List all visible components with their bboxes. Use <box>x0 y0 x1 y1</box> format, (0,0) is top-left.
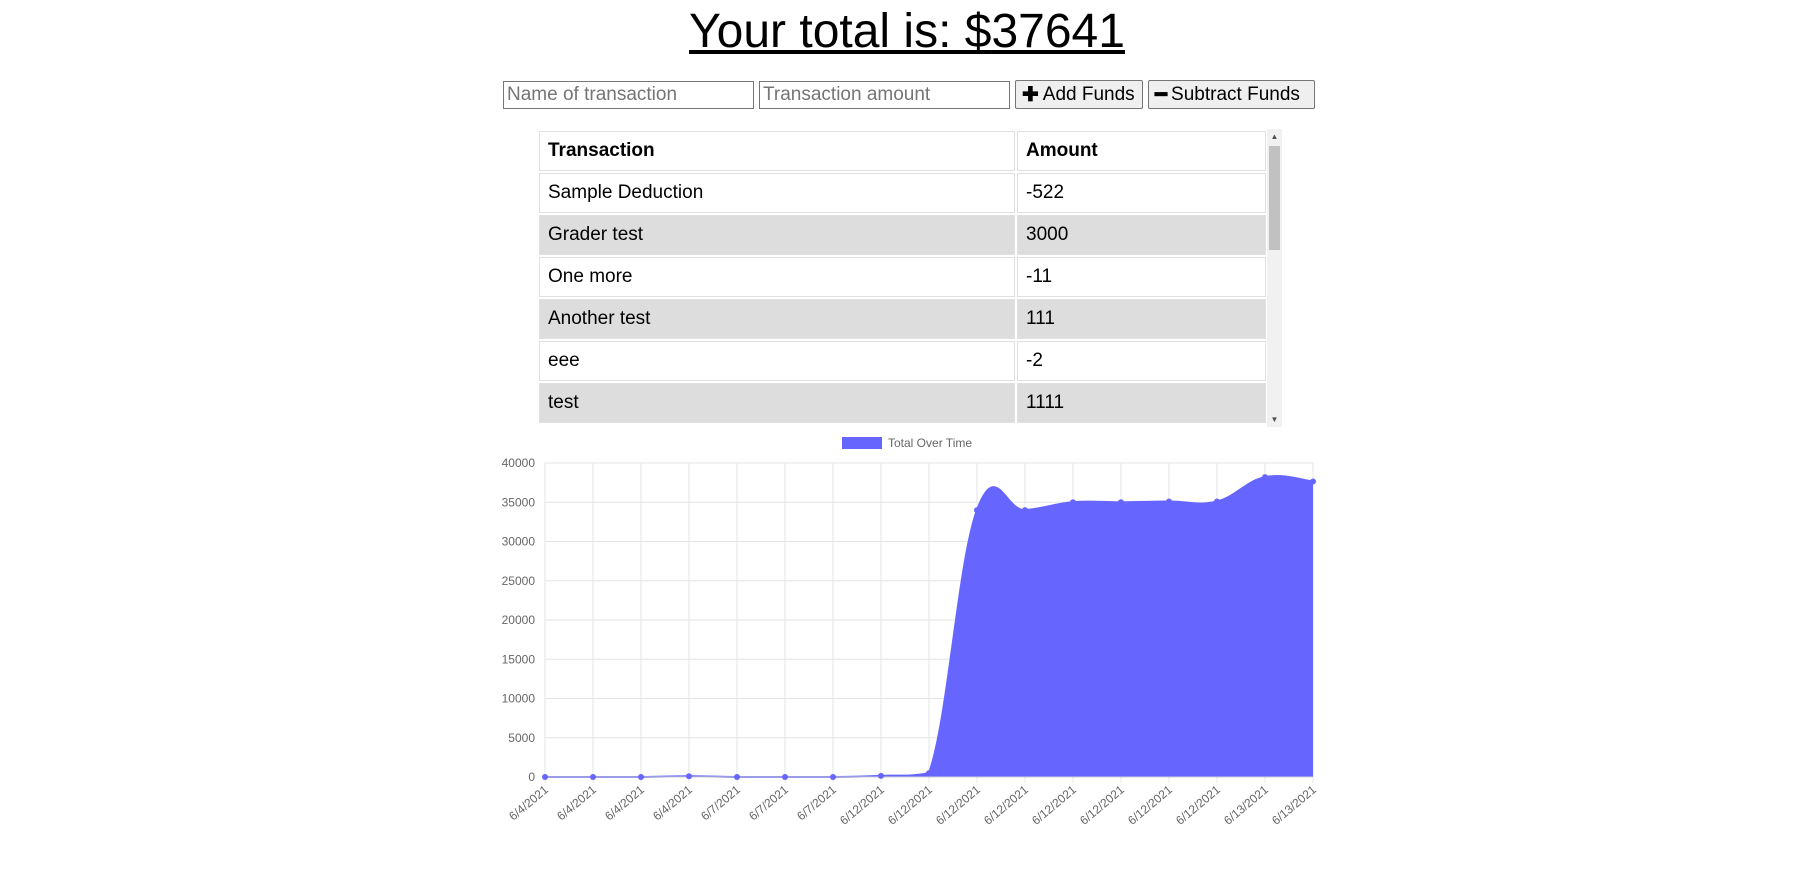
transaction-amount-input[interactable] <box>759 80 1010 109</box>
table-row: Sample Deduction -522 <box>539 173 1266 213</box>
subtract-funds-button[interactable]: ━ Subtract Funds <box>1148 80 1315 109</box>
transaction-amount: 111 <box>1017 299 1266 339</box>
total-label: Your total is: $ <box>689 5 992 58</box>
y-tick-label: 30000 <box>502 535 536 549</box>
area-fill <box>545 475 1313 777</box>
scroll-thumb[interactable] <box>1269 146 1280 250</box>
y-tick-label: 0 <box>528 770 535 784</box>
data-point <box>878 772 884 779</box>
transaction-name: One more <box>539 257 1015 297</box>
transaction-form: ✚ Add Funds ━ Subtract Funds <box>503 80 1315 109</box>
total-over-time-chart: Total Over Time 0 5000 10000 15000 20000 25000… <box>490 430 1330 830</box>
scroll-down-arrow-icon[interactable]: ▼ <box>1270 415 1279 424</box>
x-tick-label: 6/12/2021 <box>981 782 1031 827</box>
x-tick-label: 6/12/2021 <box>1125 782 1175 827</box>
x-tick-label: 6/4/2021 <box>650 782 695 823</box>
transaction-amount: 3000 <box>1017 215 1266 255</box>
y-tick-label: 15000 <box>502 652 536 666</box>
table-scrollbar[interactable]: ▲ ▼ <box>1267 129 1282 427</box>
transactions-table-container[interactable]: Transaction Amount Sample Deduction -522… <box>537 129 1282 427</box>
x-tick-label: 6/4/2021 <box>506 782 551 823</box>
table-row: One more -11 <box>539 257 1266 297</box>
y-tick-label: 25000 <box>502 574 536 588</box>
legend-label: Total Over Time <box>888 436 972 450</box>
header-transaction: Transaction <box>539 131 1015 171</box>
data-point <box>782 774 788 780</box>
y-tick-label: 40000 <box>502 456 536 470</box>
data-point <box>734 774 740 780</box>
data-point <box>1070 499 1076 506</box>
data-point <box>1022 507 1028 514</box>
x-tick-label: 6/12/2021 <box>1173 782 1223 827</box>
scroll-up-arrow-icon[interactable]: ▲ <box>1270 132 1279 141</box>
x-tick-label: 6/4/2021 <box>554 782 599 823</box>
x-tick-label: 6/12/2021 <box>1029 782 1079 827</box>
y-tick-label: 20000 <box>502 613 536 627</box>
table-row: eee -2 <box>539 341 1266 381</box>
x-tick-label: 6/4/2021 <box>602 782 647 823</box>
table-row: Grader test 3000 <box>539 215 1266 255</box>
subtract-funds-label: Subtract Funds <box>1171 83 1300 105</box>
y-tick-label: 10000 <box>502 692 536 706</box>
x-tick-label: 6/13/2021 <box>1269 782 1319 827</box>
total-value: 37641 <box>991 5 1125 58</box>
transaction-amount: -522 <box>1017 173 1266 213</box>
transaction-amount: 1111 <box>1017 383 1266 423</box>
chart-svg: Total Over Time 0 5000 10000 15000 20000 25000… <box>502 436 1320 828</box>
add-funds-button[interactable]: ✚ Add Funds <box>1015 80 1143 109</box>
data-point <box>638 774 644 780</box>
data-point <box>686 773 692 780</box>
table-row: test 1111 <box>539 383 1266 423</box>
transaction-amount: -2 <box>1017 341 1266 381</box>
data-point <box>1214 498 1220 505</box>
add-funds-label: Add Funds <box>1042 83 1135 105</box>
table-row: Another test 111 <box>539 299 1266 339</box>
x-tick-label: 6/7/2021 <box>794 782 839 823</box>
x-tick-label: 6/13/2021 <box>1221 782 1271 827</box>
data-point <box>830 774 836 780</box>
data-point <box>1166 498 1172 505</box>
legend-swatch <box>842 437 882 449</box>
transaction-name: eee <box>539 341 1015 381</box>
data-point <box>974 507 980 514</box>
transaction-name: test <box>539 383 1015 423</box>
data-point <box>590 774 596 780</box>
data-point <box>1310 478 1316 485</box>
data-point <box>1118 499 1124 506</box>
plus-icon: ✚ <box>1022 83 1039 106</box>
x-tick-label: 6/12/2021 <box>933 782 983 827</box>
data-point <box>542 774 548 780</box>
x-tick-label: 6/12/2021 <box>1077 782 1127 827</box>
transaction-name-input[interactable] <box>503 80 754 109</box>
x-tick-label: 6/12/2021 <box>837 782 887 827</box>
transaction-amount: -11 <box>1017 257 1266 297</box>
transaction-name: Sample Deduction <box>539 173 1015 213</box>
y-tick-label: 35000 <box>502 495 536 509</box>
minus-icon: ━ <box>1155 83 1168 106</box>
x-tick-label: 6/7/2021 <box>746 782 791 823</box>
data-point <box>1262 474 1268 481</box>
data-point <box>926 770 932 777</box>
y-tick-label: 5000 <box>508 731 535 745</box>
transaction-name: Another test <box>539 299 1015 339</box>
x-tick-label: 6/12/2021 <box>885 782 935 827</box>
header-amount: Amount <box>1017 131 1266 171</box>
transaction-name: Grader test <box>539 215 1015 255</box>
total-heading: Your total is: $37641 <box>0 4 1814 60</box>
x-tick-label: 6/7/2021 <box>698 782 743 823</box>
transactions-table: Transaction Amount Sample Deduction -522… <box>537 129 1268 425</box>
table-header-row: Transaction Amount <box>539 131 1266 171</box>
